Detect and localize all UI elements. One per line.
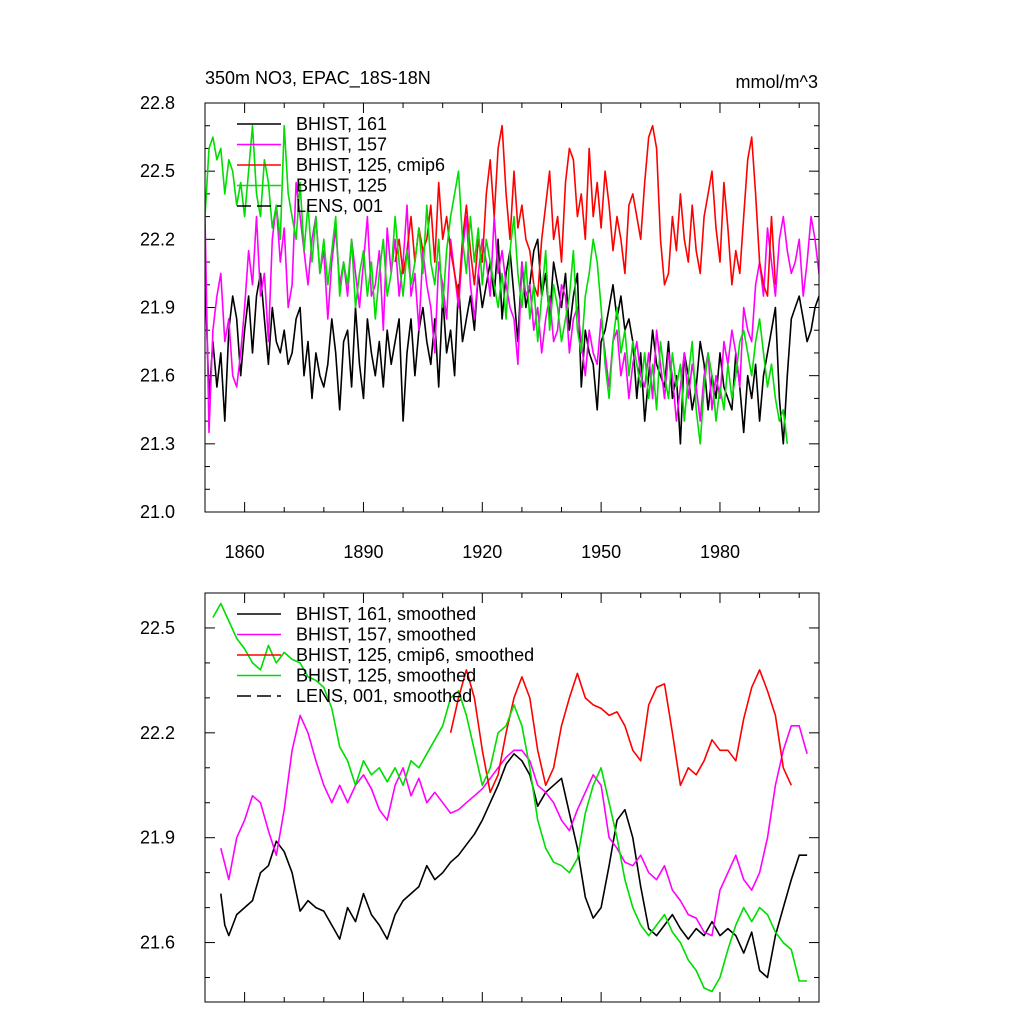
y-tick-label: 22.8	[140, 93, 175, 113]
top-plot-frame	[204, 102, 820, 513]
x-tick-label: 1920	[462, 542, 502, 562]
legend-label: BHIST, 125, cmip6, smoothed	[296, 645, 534, 665]
y-tick-label: 21.6	[140, 366, 175, 386]
legend-label: LENS, 001, smoothed	[296, 686, 472, 706]
bottom-plot-frame	[204, 592, 820, 1003]
y-tick-label: 22.2	[140, 723, 175, 743]
x-tick-label: 1950	[581, 542, 621, 562]
series-line-3	[449, 669, 793, 794]
legend-label: BHIST, 125	[296, 176, 387, 196]
units-label: mmol/m^3	[736, 72, 818, 92]
y-tick-label: 21.9	[140, 828, 175, 848]
y-tick-label: 22.5	[140, 618, 175, 638]
y-tick-label: 21.3	[140, 434, 175, 454]
bottom-chart-panel: 21.621.922.222.5 BHIST, 161, smoothedBHI…	[140, 592, 820, 1003]
x-tick-label: 1860	[225, 542, 265, 562]
y-tick-label: 22.5	[140, 161, 175, 181]
legend-label: BHIST, 125, smoothed	[296, 666, 476, 686]
series-line-2	[205, 181, 819, 434]
x-tick-label: 1980	[700, 542, 740, 562]
series-line-3	[394, 124, 777, 297]
legend-label: BHIST, 125, cmip6	[296, 155, 445, 175]
legend-label: BHIST, 161, smoothed	[296, 604, 476, 624]
y-tick-label: 21.9	[140, 298, 175, 318]
top-chart-panel: 350m NO3, EPAC_18S-18N mmol/m^3 1860 1890…	[140, 68, 820, 562]
series-line-2	[220, 714, 808, 937]
series-line-4	[205, 124, 789, 445]
series-line-1	[220, 752, 808, 979]
legend-label: BHIST, 157	[296, 135, 387, 155]
legend-label: BHIST, 157, smoothed	[296, 625, 476, 645]
y-tick-label: 21.0	[140, 502, 175, 522]
legend-label: BHIST, 161	[296, 114, 387, 134]
series-line-1	[205, 238, 819, 445]
x-tick-label: 1890	[343, 542, 383, 562]
legend-label: LENS, 001	[296, 196, 383, 216]
chart-title: 350m NO3, EPAC_18S-18N	[205, 68, 431, 89]
y-tick-label: 21.6	[140, 933, 175, 953]
y-tick-label: 22.2	[140, 229, 175, 249]
series-line-4	[212, 602, 808, 993]
